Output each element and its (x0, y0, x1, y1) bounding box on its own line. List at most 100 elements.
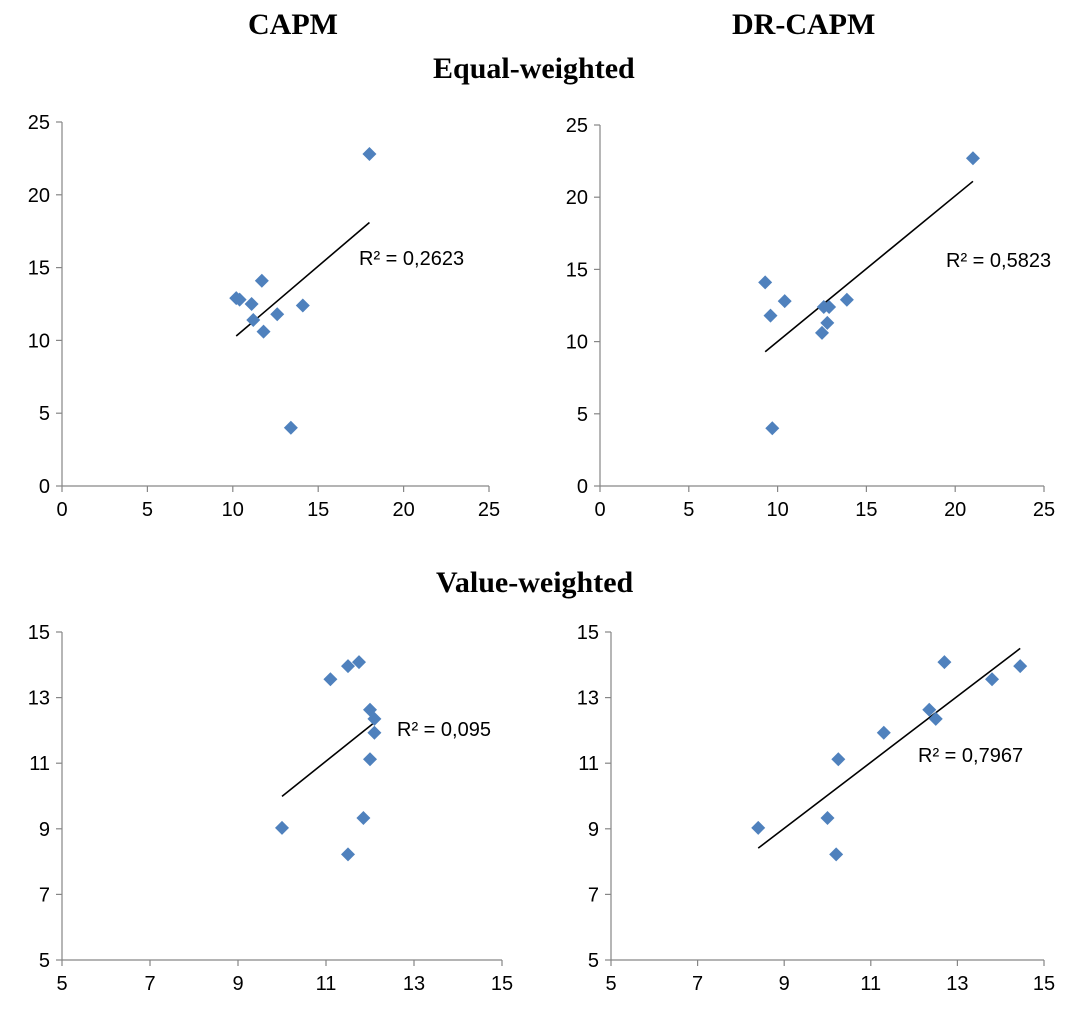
column-header-dr-capm: DR-CAPM (732, 8, 876, 41)
x-tick-label: 20 (392, 499, 414, 521)
y-tick-label: 0 (39, 476, 50, 498)
data-point (244, 297, 259, 311)
x-tick-label: 0 (594, 499, 605, 521)
data-point (815, 325, 829, 340)
x-tick-label: 11 (860, 973, 881, 995)
y-tick-label: 5 (39, 403, 50, 425)
column-header-capm: CAPM (248, 8, 338, 41)
data-point (820, 315, 835, 330)
x-tick-label: 5 (605, 973, 616, 995)
data-point (270, 307, 285, 322)
x-tick-label: 15 (491, 973, 513, 995)
data-point (965, 151, 980, 166)
data-point (829, 847, 844, 862)
data-point (763, 308, 778, 323)
x-tick-label: 0 (56, 499, 67, 521)
data-point (356, 810, 371, 825)
x-tick-label: 20 (944, 499, 966, 521)
data-point (758, 275, 773, 290)
data-point (822, 299, 837, 314)
r-squared-label: R² = 0,095 (397, 719, 491, 741)
trendline (764, 180, 974, 353)
y-tick-label: 15 (566, 259, 588, 281)
y-tick-label: 20 (566, 187, 588, 209)
y-tick-label: 25 (28, 112, 50, 134)
r-squared-label: R² = 0,2623 (359, 248, 464, 270)
data-point (246, 313, 261, 328)
x-tick-label: 7 (144, 973, 155, 995)
data-point (1013, 659, 1028, 674)
data-point (367, 711, 382, 726)
scatter-panel: 0 5 10 15 20 25 0 5 10 15 20 25 R² = 0,2623 (28, 112, 500, 521)
data-point (820, 810, 835, 825)
data-point (363, 752, 377, 767)
x-tick-label: 5 (142, 499, 153, 521)
data-point (256, 324, 271, 339)
x-tick-label: 15 (307, 499, 329, 521)
y-tick-label: 0 (577, 476, 588, 498)
trendline (281, 721, 375, 797)
data-point (937, 655, 952, 670)
x-tick-label: 11 (316, 973, 337, 995)
y-tick-label: 15 (28, 622, 50, 644)
data-point (367, 725, 382, 740)
y-tick-label: 10 (566, 332, 588, 354)
x-tick-label: 25 (1033, 499, 1055, 521)
data-point (232, 292, 247, 307)
y-tick-label: 9 (39, 819, 50, 841)
x-tick-label: 9 (232, 973, 243, 995)
y-tick-label: 5 (588, 950, 599, 972)
trendline (235, 221, 370, 337)
data-point (254, 273, 269, 288)
data-point (765, 421, 780, 436)
data-point (341, 659, 355, 674)
row-header-value-weighted: Value-weighted (436, 566, 634, 599)
x-tick-label: 5 (56, 973, 67, 995)
scatter-panel: 5 7 9 11 13 15 5 7 9 11 13 15 R² = 0,095 (28, 622, 513, 995)
data-point (362, 147, 377, 162)
y-tick-label: 15 (28, 258, 50, 280)
scatter-panel: 5 7 9 11 13 15 5 7 9 11 13 15 R² = 0,7967 (577, 622, 1055, 995)
y-tick-label: 9 (588, 819, 599, 841)
x-tick-label: 15 (855, 499, 877, 521)
data-point (295, 298, 310, 313)
y-tick-label: 7 (39, 884, 50, 906)
x-tick-label: 15 (1033, 973, 1055, 995)
data-point (751, 820, 766, 835)
y-tick-label: 7 (588, 884, 599, 906)
data-point (922, 702, 937, 717)
scatter-panel: 0 5 10 15 20 25 0 5 10 15 20 25 R² = 0,5823 (566, 115, 1055, 521)
r-squared-label: R² = 0,7967 (918, 745, 1023, 767)
x-tick-label: 9 (779, 973, 790, 995)
data-point (777, 294, 792, 309)
data-point (323, 672, 338, 687)
y-tick-label: 5 (39, 950, 50, 972)
y-tick-label: 11 (29, 753, 50, 775)
x-tick-label: 5 (683, 499, 694, 521)
data-point (352, 655, 366, 670)
data-point (275, 820, 289, 835)
r-squared-label: R² = 0,5823 (946, 250, 1051, 272)
data-point (876, 725, 891, 740)
y-tick-label: 25 (566, 115, 588, 137)
x-tick-label: 7 (692, 973, 703, 995)
trendline (757, 647, 1021, 849)
y-tick-label: 10 (28, 330, 50, 352)
data-point (928, 711, 943, 726)
y-tick-label: 5 (577, 404, 588, 426)
y-tick-label: 20 (28, 185, 50, 207)
data-point (985, 672, 1000, 687)
x-tick-label: 25 (478, 499, 500, 521)
x-tick-label: 10 (222, 499, 244, 521)
y-tick-label: 13 (28, 688, 50, 710)
data-point (831, 752, 846, 767)
row-header-equal-weighted: Equal-weighted (433, 52, 635, 85)
y-tick-label: 11 (578, 753, 599, 775)
y-tick-label: 13 (577, 688, 599, 710)
y-tick-label: 15 (577, 622, 599, 644)
data-point (839, 292, 854, 307)
x-tick-label: 13 (403, 973, 425, 995)
x-tick-label: 10 (766, 499, 788, 521)
data-point (341, 847, 355, 862)
